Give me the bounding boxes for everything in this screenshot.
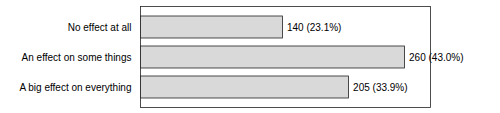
svg-text:A big effect on everything: A big effect on everything (19, 82, 131, 93)
svg-text:260 (43.0%): 260 (43.0%) (409, 52, 463, 63)
svg-text:No effect at all: No effect at all (68, 22, 132, 33)
svg-text:An effect on some things: An effect on some things (22, 52, 132, 63)
svg-text:140 (23.1%): 140 (23.1%) (287, 22, 341, 33)
svg-text:205 (33.9%): 205 (33.9%) (353, 82, 407, 93)
